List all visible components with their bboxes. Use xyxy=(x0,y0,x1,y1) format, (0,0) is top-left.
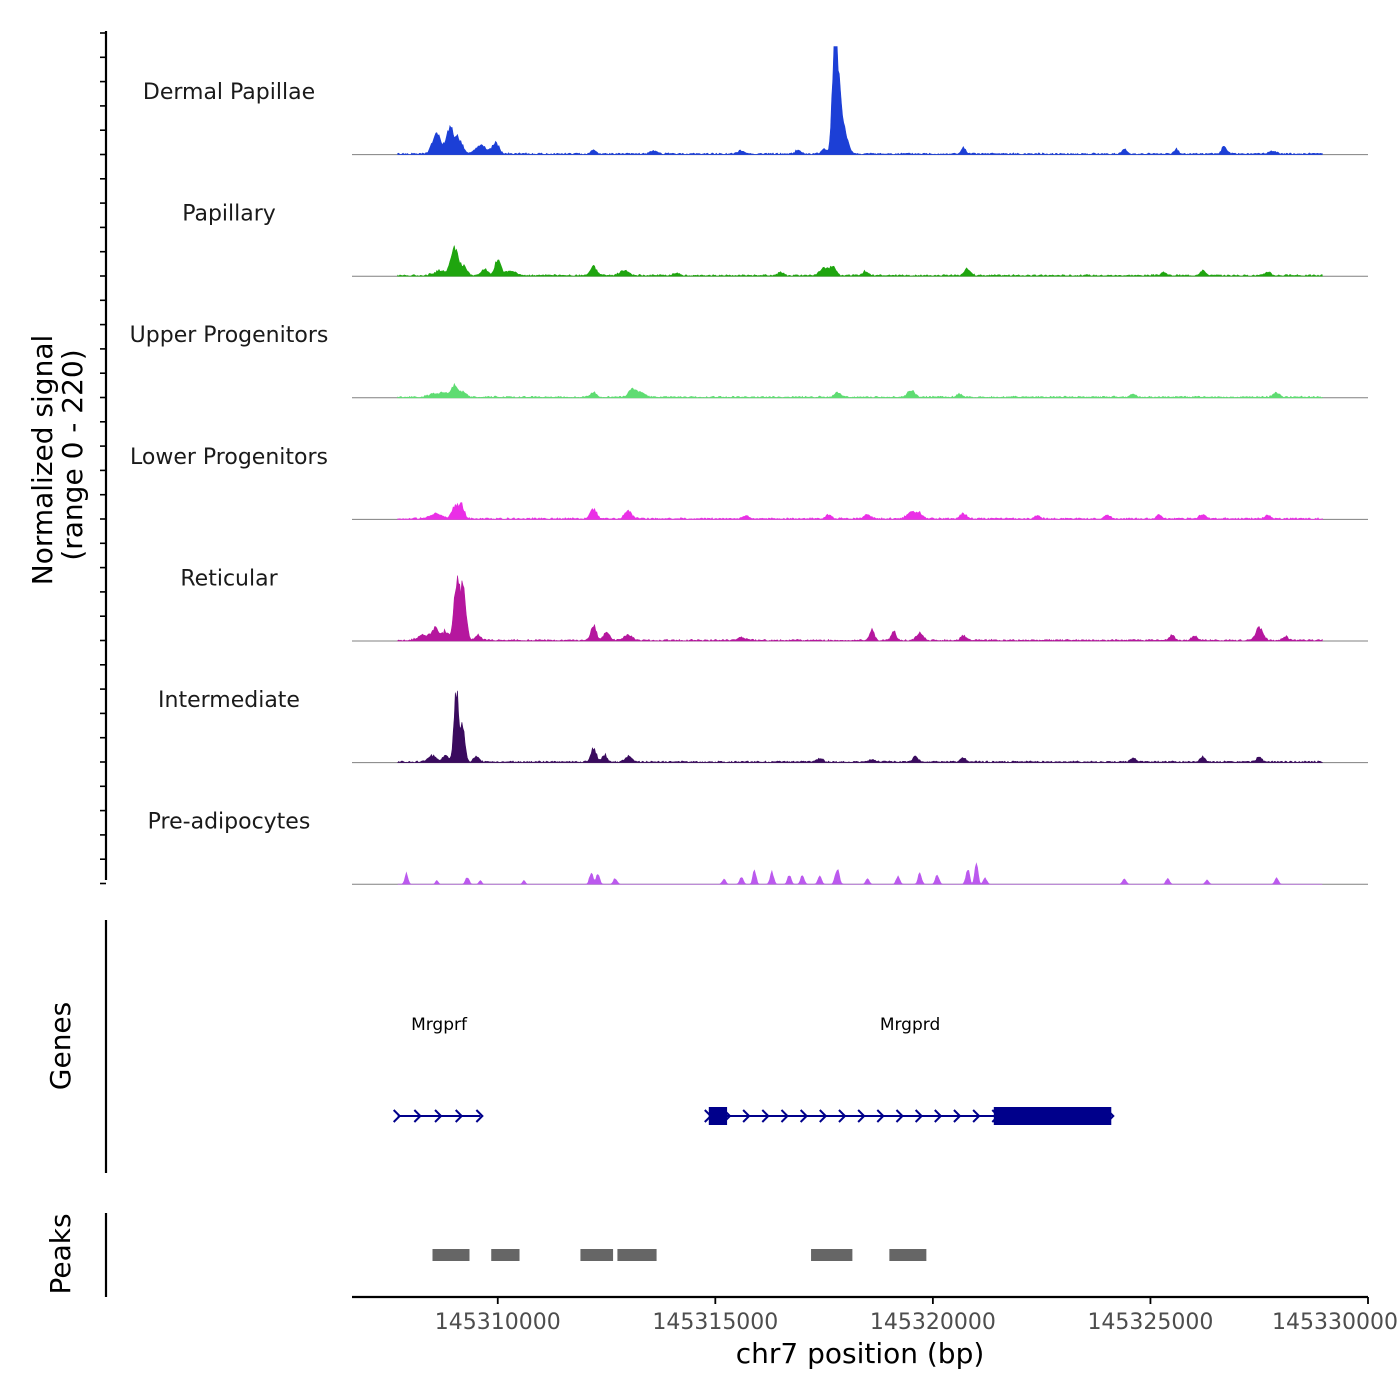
y-axis xyxy=(100,31,108,885)
track-pre-adipocytes: Pre-adipocytes xyxy=(148,810,1368,885)
strand-arrow xyxy=(914,1109,924,1123)
strand-arrow xyxy=(475,1109,484,1123)
track-papillary: Papillary xyxy=(182,202,1368,277)
peak-region xyxy=(580,1249,614,1261)
strand-arrow xyxy=(838,1109,847,1123)
signal-area xyxy=(397,575,1323,642)
peak-region xyxy=(811,1249,853,1261)
track-reticular: Reticular xyxy=(180,566,1368,642)
strand-arrow xyxy=(934,1109,943,1123)
strand-arrow xyxy=(413,1109,422,1123)
signal-area xyxy=(397,46,1323,156)
gene-exon xyxy=(993,1107,1112,1125)
track-label: Lower Progenitors xyxy=(130,445,328,470)
track-intermediate: Intermediate xyxy=(158,688,1368,764)
track-dermal-papillae: Dermal Papillae xyxy=(143,46,1368,156)
signal-area xyxy=(397,690,1323,764)
peak-track xyxy=(104,1213,927,1297)
gene-mrgprf: Mrgprf xyxy=(392,1015,484,1123)
peak-region xyxy=(617,1249,657,1261)
strand-arrow xyxy=(761,1109,770,1123)
y-axis-range-label: (range 0 - 220) xyxy=(56,349,89,560)
gene-mrgprd: Mrgprd xyxy=(704,1015,1115,1125)
gene-exon xyxy=(708,1107,728,1125)
x-axis-title: chr7 position (bp) xyxy=(736,1337,985,1370)
strand-arrow xyxy=(972,1109,981,1123)
strand-arrow xyxy=(799,1109,809,1123)
strand-arrow xyxy=(819,1109,828,1123)
gene-label: Mrgprd xyxy=(880,1015,940,1035)
y-axis-title: Normalized signal xyxy=(26,335,59,586)
x-tick-label: 145310000 xyxy=(435,1310,561,1335)
strand-arrow xyxy=(857,1109,866,1123)
peaks-track-title: Peaks xyxy=(44,1213,77,1294)
track-label: Reticular xyxy=(180,566,278,591)
track-label: Pre-adipocytes xyxy=(148,810,311,835)
peak-region xyxy=(491,1249,520,1261)
signal-area xyxy=(397,862,1323,885)
gene-track: Mrgprf Mrgprd xyxy=(104,920,1115,1173)
track-label: Intermediate xyxy=(158,688,300,713)
x-tick-label: 145330000 xyxy=(1272,1310,1398,1335)
strand-arrow xyxy=(742,1109,751,1123)
strand-arrow xyxy=(895,1109,904,1123)
signal-area xyxy=(397,382,1323,399)
genes-track-title: Genes xyxy=(44,1002,77,1090)
peak-region xyxy=(432,1249,470,1261)
track-label: Upper Progenitors xyxy=(130,323,329,348)
strand-arrow xyxy=(953,1109,962,1123)
strand-arrow xyxy=(876,1109,885,1123)
x-axis: 145310000 145315000 145320000 145325000 1453… xyxy=(352,1295,1398,1335)
peak-region xyxy=(889,1249,927,1261)
track-upper-progenitors: Upper Progenitors xyxy=(130,323,1368,399)
signal-tracks: Dermal Papillae Papillary Upper Progenitor… xyxy=(130,46,1368,885)
strand-arrow xyxy=(454,1109,464,1123)
strand-arrow xyxy=(434,1109,443,1123)
track-label: Papillary xyxy=(182,202,276,227)
strand-arrow xyxy=(392,1109,402,1123)
x-tick-label: 145315000 xyxy=(652,1310,778,1335)
track-label: Dermal Papillae xyxy=(143,80,315,105)
track-lower-progenitors: Lower Progenitors xyxy=(130,445,1368,520)
x-tick-label: 145320000 xyxy=(870,1310,996,1335)
x-tick-label: 145325000 xyxy=(1087,1310,1213,1335)
signal-area xyxy=(397,502,1323,520)
gene-label: Mrgprf xyxy=(411,1015,468,1035)
strand-arrow xyxy=(780,1109,789,1123)
signal-area xyxy=(397,245,1323,277)
